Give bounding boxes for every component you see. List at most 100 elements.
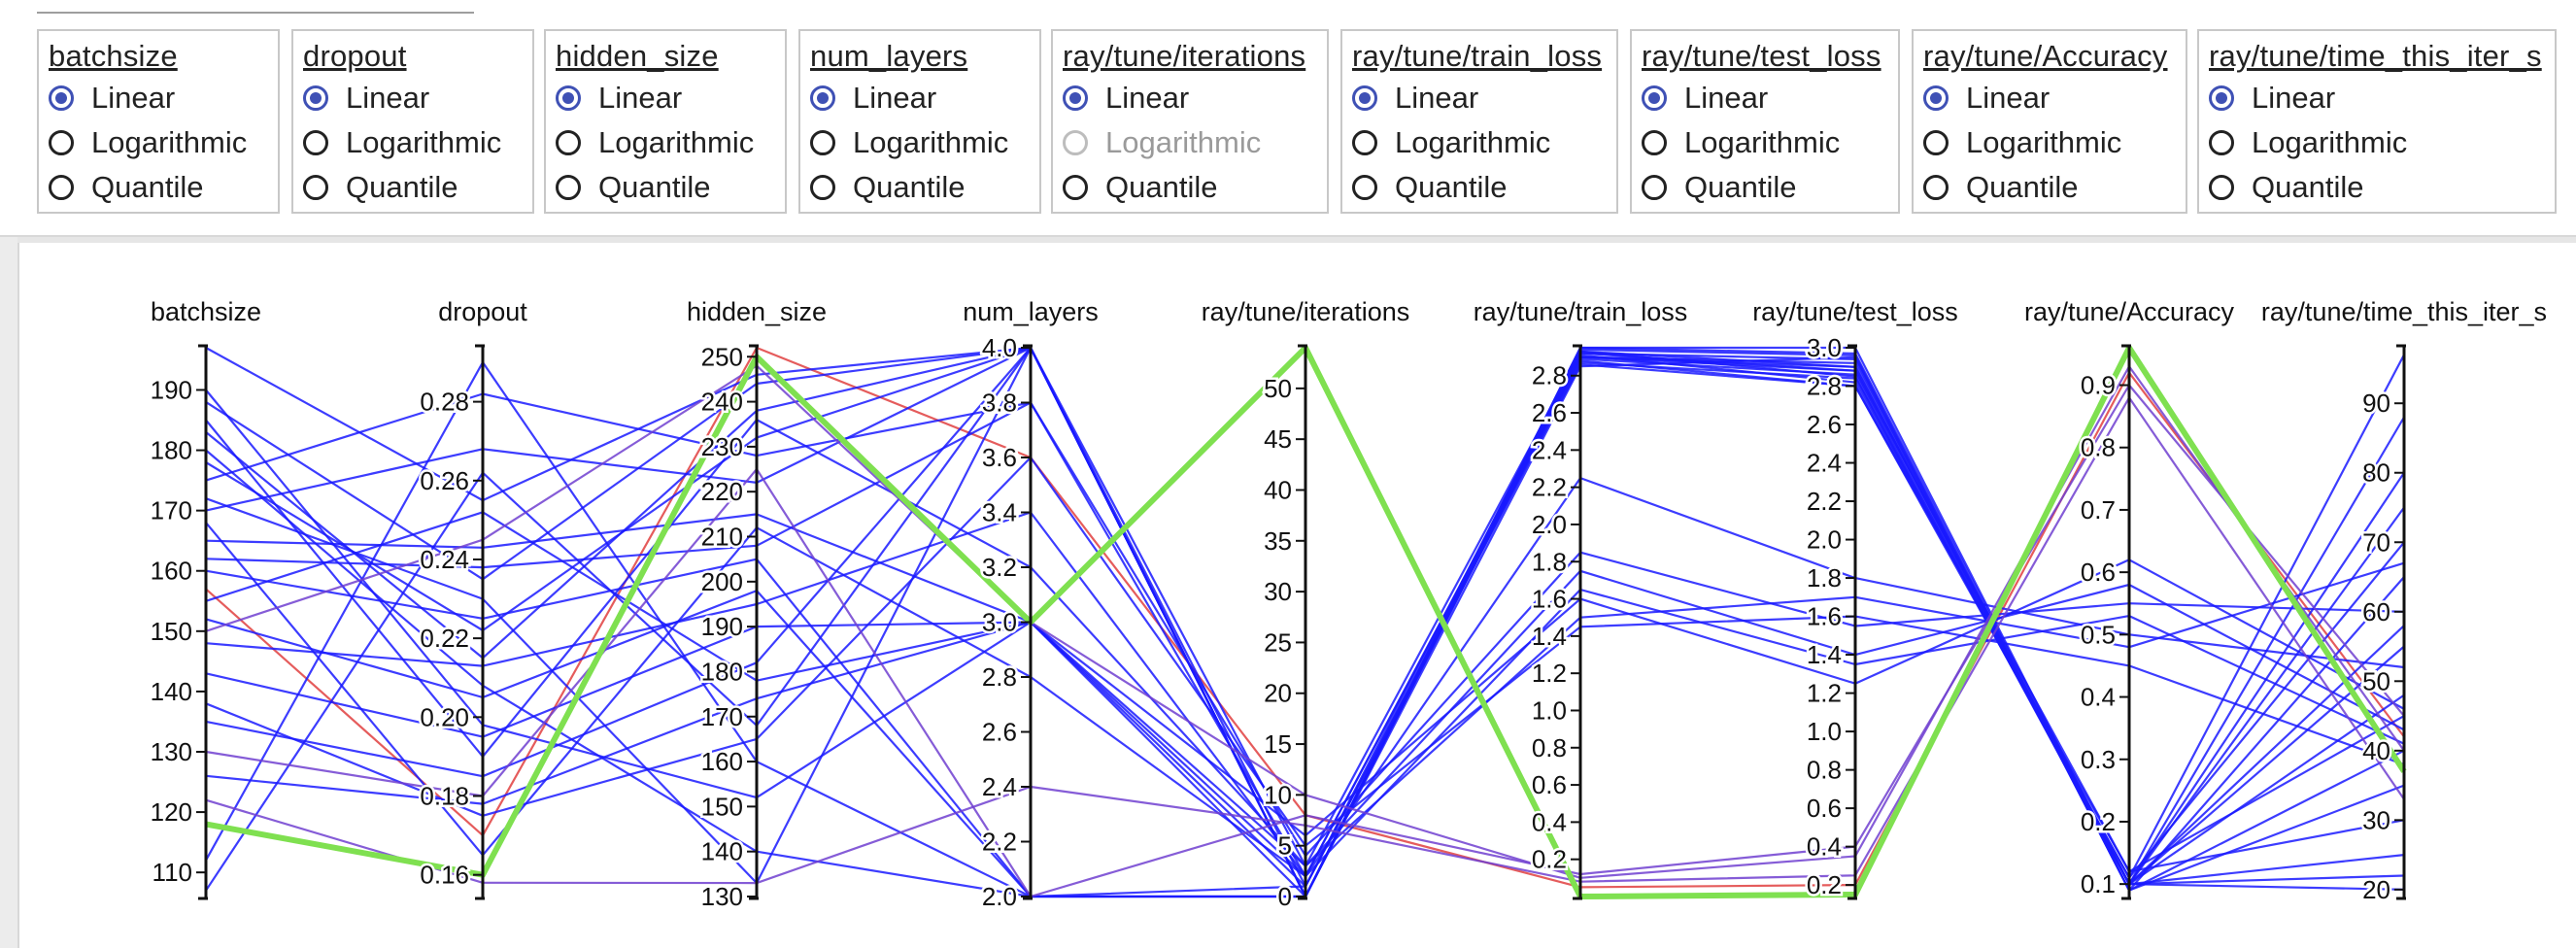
- scale-control-title: ray/tune/time_this_iter_s: [2209, 39, 2542, 73]
- scale-option-quantile[interactable]: Quantile: [1063, 165, 1319, 210]
- axis-batchsize[interactable]: batchsize 110 120 130 140 150 160 170 180 190: [148, 297, 261, 900]
- axis-num-layers[interactable]: num_layers 2.0 2.2 2.4 2.6 2.8 3.0 3.2 3.4 3.6 3.8…: [963, 297, 1099, 914]
- axis-tick-label: 50: [1264, 374, 1292, 403]
- scale-option-quantile[interactable]: Quantile: [810, 165, 1032, 210]
- radio-button[interactable]: [49, 85, 74, 111]
- scale-option-quantile[interactable]: Quantile: [303, 165, 525, 210]
- axis-tick-label: 250: [701, 342, 743, 371]
- scale-option-linear[interactable]: Linear: [1063, 76, 1319, 120]
- scale-option-label: Quantile: [91, 170, 204, 204]
- scale-option-label: Logarithmic: [598, 125, 755, 159]
- axis-tick-label: 0: [1278, 882, 1292, 911]
- scale-option-quantile[interactable]: Quantile: [1642, 165, 1890, 210]
- scale-option-logarithmic[interactable]: Logarithmic: [1923, 120, 2178, 165]
- scale-option-linear[interactable]: Linear: [2209, 76, 2547, 120]
- scale-option-quantile[interactable]: Quantile: [2209, 165, 2547, 210]
- radio-button[interactable]: [556, 130, 581, 155]
- axis-title: hidden_size: [687, 297, 827, 326]
- radio-button[interactable]: [1642, 85, 1667, 111]
- axis-tick-label: 10: [1264, 780, 1292, 809]
- scale-option-label: Linear: [1966, 81, 2051, 115]
- axis-tick-label: 220: [701, 477, 743, 506]
- scale-option-label: Quantile: [853, 170, 966, 204]
- scale-control-ray-tune-train-loss: ray/tune/train_loss Linear Logarithmic Quan…: [1340, 29, 1618, 214]
- axis-tick-label: 0.20: [420, 702, 469, 731]
- radio-button[interactable]: [2209, 85, 2234, 111]
- scale-option-label: Logarithmic: [1684, 125, 1841, 159]
- axis-tick-label: 240: [701, 388, 743, 417]
- axis-tick-label: 80: [2362, 458, 2390, 488]
- radio-button[interactable]: [810, 175, 835, 200]
- axis-ray-tune-test-loss[interactable]: ray/tune/test_loss 0.2 0.4 0.6 0.8 1.0 1.2 1.4 1…: [1752, 297, 1958, 902]
- radio-button[interactable]: [2209, 130, 2234, 155]
- scale-option-quantile[interactable]: Quantile: [1923, 165, 2178, 210]
- scale-option-label: Linear: [1684, 81, 1769, 115]
- scale-option-label: Logarithmic: [346, 125, 502, 159]
- axis-title: ray/tune/Accuracy: [2024, 297, 2235, 326]
- scale-option-logarithmic[interactable]: Logarithmic: [2209, 120, 2547, 165]
- radio-button[interactable]: [1352, 85, 1377, 111]
- axis-title: ray/tune/iterations: [1202, 297, 1410, 326]
- scale-option-logarithmic[interactable]: Logarithmic: [49, 120, 270, 165]
- axis-tick-label: 45: [1264, 424, 1292, 454]
- scale-option-linear[interactable]: Linear: [1352, 76, 1609, 120]
- scale-control-title: hidden_size: [556, 39, 719, 73]
- radio-button[interactable]: [1642, 130, 1667, 155]
- radio-button[interactable]: [1642, 175, 1667, 200]
- scale-option-logarithmic[interactable]: Logarithmic: [1642, 120, 1890, 165]
- radio-button[interactable]: [49, 175, 74, 200]
- radio-button[interactable]: [1923, 85, 1949, 111]
- radio-button[interactable]: [1352, 175, 1377, 200]
- radio-button[interactable]: [1063, 175, 1088, 200]
- axis-tick-label: 0.7: [2081, 495, 2116, 525]
- axis-tick-label: 2.2: [982, 828, 1017, 857]
- scale-option-linear[interactable]: Linear: [556, 76, 777, 120]
- axis-tick-label: 1.0: [1532, 695, 1567, 725]
- axis-tick-label: 2.0: [1807, 525, 1842, 555]
- scale-option-quantile[interactable]: Quantile: [49, 165, 270, 210]
- scale-option-quantile[interactable]: Quantile: [1352, 165, 1609, 210]
- axis-tick-label: 0.28: [420, 388, 469, 417]
- radio-button[interactable]: [556, 175, 581, 200]
- axis-tick-label: 150: [151, 617, 192, 646]
- scale-option-logarithmic[interactable]: Logarithmic: [556, 120, 777, 165]
- axis-ray-tune-train-loss[interactable]: ray/tune/train_loss 0.2 0.4 0.6 0.8 1.0 1.2 1.4…: [1474, 297, 1688, 900]
- radio-button[interactable]: [1923, 130, 1949, 155]
- axis-tick-label: 130: [151, 737, 192, 766]
- scale-option-linear[interactable]: Linear: [1923, 76, 2178, 120]
- axis-tick-label: 180: [151, 436, 192, 465]
- radio-button[interactable]: [810, 85, 835, 111]
- scale-option-label: Logarithmic: [91, 125, 248, 159]
- scale-option-linear[interactable]: Linear: [810, 76, 1032, 120]
- axis-tick-label: 5: [1278, 831, 1292, 861]
- scale-option-label: Linear: [598, 81, 683, 115]
- axis-hidden-size[interactable]: hidden_size 130 140 150 160 170 180 190 200 210 22…: [687, 297, 827, 914]
- scale-option-logarithmic[interactable]: Logarithmic: [1352, 120, 1609, 165]
- radio-button[interactable]: [1923, 175, 1949, 200]
- radio-button[interactable]: [556, 85, 581, 111]
- radio-button[interactable]: [1063, 85, 1088, 111]
- radio-button[interactable]: [1352, 130, 1377, 155]
- axis-ray-tune-accuracy[interactable]: ray/tune/Accuracy 0.1 0.2 0.3 0.4 0.5 0.6 0.7 0.…: [2024, 297, 2235, 901]
- radio-button[interactable]: [303, 130, 328, 155]
- axis-tick-label: 0.8: [1532, 733, 1567, 762]
- axis-ray-tune-iterations[interactable]: ray/tune/iterations 0 5 10 15 20 25 30 35 40 45 50: [1202, 297, 1410, 914]
- radio-button: [1063, 130, 1088, 155]
- radio-button[interactable]: [49, 130, 74, 155]
- axis-tick-label: 3.8: [982, 389, 1017, 418]
- radio-button[interactable]: [303, 85, 328, 111]
- scale-option-linear[interactable]: Linear: [303, 76, 525, 120]
- axis-ray-tune-time-this-iter-s[interactable]: ray/tune/time_this_iter_s 20 30 40 50 60 70 80 9…: [2261, 297, 2547, 906]
- radio-button[interactable]: [2209, 175, 2234, 200]
- scale-option-logarithmic[interactable]: Logarithmic: [303, 120, 525, 165]
- scale-option-linear[interactable]: Linear: [49, 76, 270, 120]
- radio-button[interactable]: [303, 175, 328, 200]
- radio-button[interactable]: [810, 130, 835, 155]
- scale-option-linear[interactable]: Linear: [1642, 76, 1890, 120]
- scale-option-label: Quantile: [1395, 170, 1508, 204]
- scale-option-logarithmic[interactable]: Logarithmic: [810, 120, 1032, 165]
- axis-tick-label: 170: [701, 702, 743, 731]
- axis-dropout[interactable]: dropout 0.16 0.18 0.20 0.22 0.24 0.26 0.28: [418, 297, 527, 900]
- scale-option-quantile[interactable]: Quantile: [556, 165, 777, 210]
